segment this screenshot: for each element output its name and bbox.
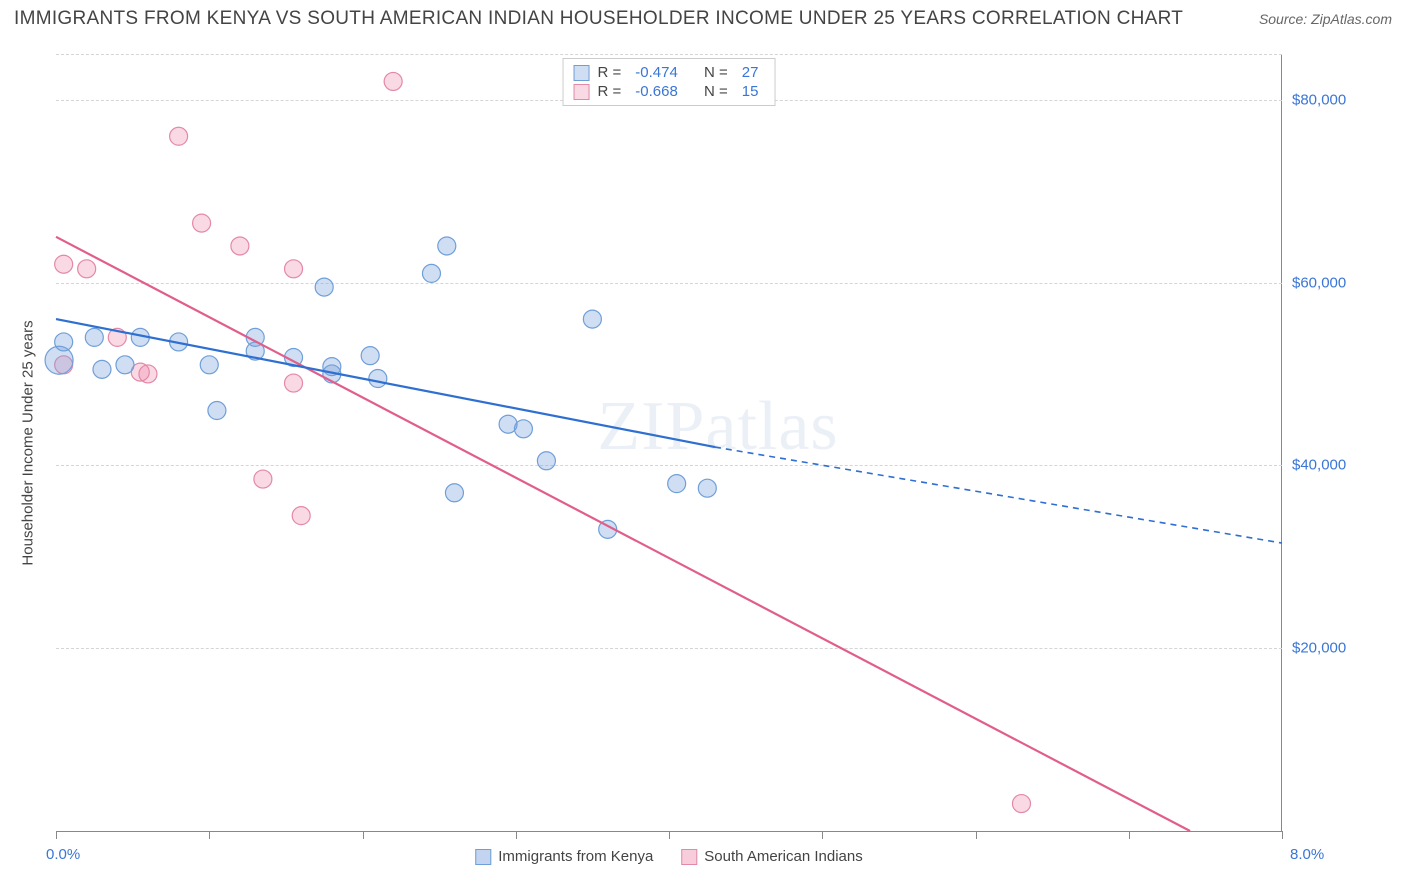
legend-swatch-series-1	[574, 65, 590, 81]
data-point	[78, 260, 96, 278]
r-label-2: R =	[598, 83, 622, 100]
data-point	[116, 356, 134, 374]
y-tick-label: $60,000	[1292, 274, 1382, 291]
x-tick	[669, 831, 670, 839]
legend-label-1: Immigrants from Kenya	[498, 848, 653, 865]
y-tick-label: $80,000	[1292, 91, 1382, 108]
scatter-plot-svg	[56, 54, 1282, 831]
n-label-2: N =	[704, 83, 728, 100]
data-point	[668, 475, 686, 493]
legend-swatch-bottom-1	[475, 849, 491, 865]
data-point	[583, 310, 601, 328]
data-point	[139, 365, 157, 383]
legend-item-series-2: South American Indians	[681, 848, 862, 865]
data-point	[438, 237, 456, 255]
y-axis-title: Householder Income Under 25 years	[20, 320, 37, 565]
data-point	[193, 214, 211, 232]
plot-area: Householder Income Under 25 years R = -0…	[56, 54, 1282, 832]
trend-line-series-1	[56, 319, 715, 447]
legend-item-series-1: Immigrants from Kenya	[475, 848, 653, 865]
data-point	[93, 360, 111, 378]
data-point	[361, 347, 379, 365]
chart-header: IMMIGRANTS FROM KENYA VS SOUTH AMERICAN …	[0, 0, 1406, 34]
y-tick-label: $20,000	[1292, 640, 1382, 657]
data-point	[285, 374, 303, 392]
data-point	[1012, 795, 1030, 813]
data-point	[55, 333, 73, 351]
data-point	[698, 479, 716, 497]
data-point	[384, 72, 402, 90]
data-point	[285, 260, 303, 278]
chart-container: Householder Income Under 25 years R = -0…	[14, 44, 1392, 878]
r-value-1: -0.474	[635, 64, 678, 81]
n-value-1: 27	[742, 64, 759, 81]
data-point	[55, 255, 73, 273]
x-tick	[209, 831, 210, 839]
data-point	[208, 402, 226, 420]
x-tick	[976, 831, 977, 839]
data-point	[200, 356, 218, 374]
series-legend: Immigrants from Kenya South American Ind…	[475, 848, 862, 865]
correlation-legend: R = -0.474 N = 27 R = -0.668 N = 15	[563, 58, 776, 106]
x-tick	[822, 831, 823, 839]
r-label-1: R =	[598, 64, 622, 81]
y-tick-label: $40,000	[1292, 457, 1382, 474]
n-value-2: 15	[742, 83, 759, 100]
r-value-2: -0.668	[635, 83, 678, 100]
legend-row-series-2: R = -0.668 N = 15	[574, 82, 765, 101]
source-attribution: Source: ZipAtlas.com	[1259, 11, 1392, 27]
legend-label-2: South American Indians	[704, 848, 862, 865]
legend-row-series-1: R = -0.474 N = 27	[574, 63, 765, 82]
x-tick	[56, 831, 57, 839]
data-point	[231, 237, 249, 255]
data-point	[85, 328, 103, 346]
data-point	[170, 127, 188, 145]
n-label-1: N =	[704, 64, 728, 81]
data-point	[422, 264, 440, 282]
data-point	[537, 452, 555, 470]
chart-title: IMMIGRANTS FROM KENYA VS SOUTH AMERICAN …	[14, 8, 1183, 30]
data-point	[315, 278, 333, 296]
trend-line-series-2	[56, 237, 1190, 831]
x-tick	[516, 831, 517, 839]
data-point	[45, 346, 73, 374]
data-point	[292, 507, 310, 525]
legend-swatch-series-2	[574, 84, 590, 100]
trend-line-series-1-extrapolated	[715, 447, 1282, 543]
data-point	[369, 370, 387, 388]
x-tick	[1129, 831, 1130, 839]
data-point	[445, 484, 463, 502]
data-point	[254, 470, 272, 488]
data-point	[514, 420, 532, 438]
legend-swatch-bottom-2	[681, 849, 697, 865]
x-tick	[1282, 831, 1283, 839]
x-tick	[363, 831, 364, 839]
x-axis-min-label: 0.0%	[46, 846, 80, 863]
x-axis-max-label: 8.0%	[1290, 846, 1390, 863]
